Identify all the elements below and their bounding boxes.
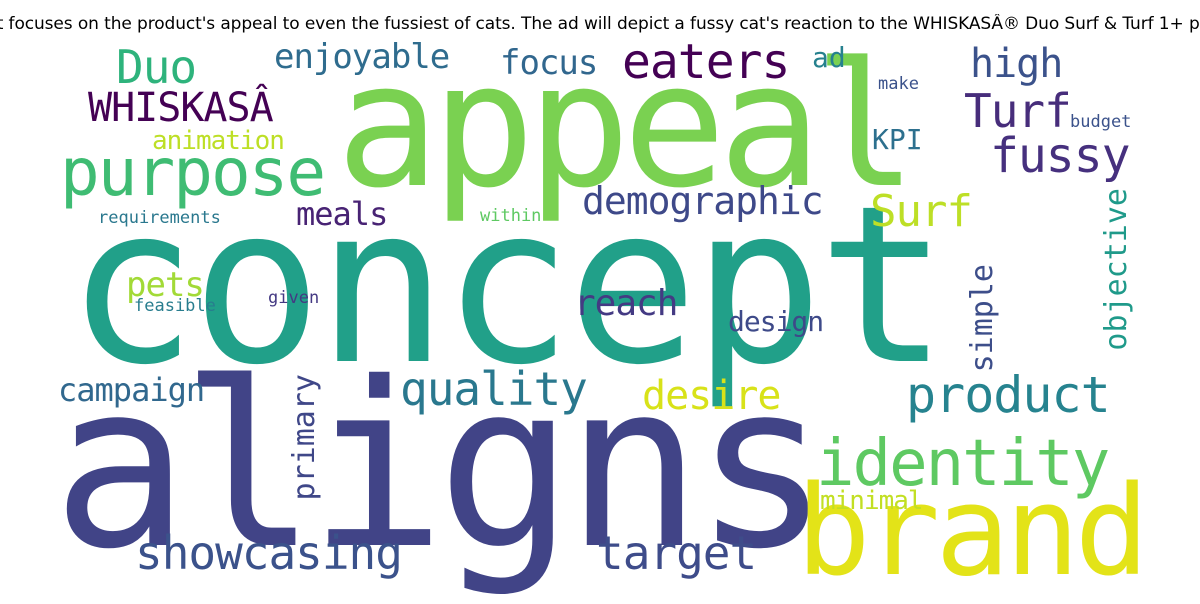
word-animation: animation bbox=[152, 126, 285, 156]
word-eaters: eaters bbox=[622, 34, 790, 90]
word-minimal: minimal bbox=[820, 486, 924, 516]
word-requirements: requirements bbox=[98, 208, 221, 228]
word-primary: primary bbox=[287, 374, 322, 501]
word-concept: concept bbox=[66, 160, 949, 413]
word-desire: desire bbox=[642, 373, 781, 419]
word-turf: Turf bbox=[964, 84, 1072, 138]
word-product: product bbox=[906, 366, 1111, 424]
word-simple: simple bbox=[965, 264, 1000, 373]
word-meals: meals bbox=[296, 195, 388, 233]
word-brand: brand bbox=[796, 460, 1149, 604]
word-appeal: appeal bbox=[336, 25, 917, 226]
word-pets: pets bbox=[126, 265, 205, 305]
word-aligns: aligns bbox=[52, 333, 831, 599]
word-fussy: fussy bbox=[990, 128, 1130, 184]
word-purpose: purpose bbox=[60, 134, 326, 211]
word-demographic: demographic bbox=[582, 179, 824, 223]
figure-title: pt focuses on the product's appeal to ev… bbox=[0, 14, 1200, 34]
word-enjoyable: enjoyable bbox=[274, 37, 450, 77]
word-feasible: feasible bbox=[134, 296, 216, 316]
word-objective: objective bbox=[1099, 188, 1134, 351]
word-kpi: KPI bbox=[872, 123, 923, 156]
word-duo: Duo bbox=[116, 40, 197, 94]
word-high: high bbox=[970, 41, 1063, 87]
word-budget: budget bbox=[1070, 112, 1132, 132]
word-target: target bbox=[596, 526, 757, 580]
word-quality: quality bbox=[400, 362, 588, 416]
word-within: within bbox=[480, 206, 542, 226]
word-campaign: campaign bbox=[58, 371, 205, 409]
word-focus: focus bbox=[500, 43, 598, 83]
word-identity: identity bbox=[816, 427, 1110, 501]
word-reach: reach bbox=[574, 283, 678, 324]
word-make: make bbox=[878, 74, 919, 94]
word-given: given bbox=[268, 288, 320, 308]
word-whiskas: WHISKASÂ bbox=[88, 85, 274, 131]
word-ad: ad bbox=[812, 41, 846, 74]
word-showcasing: showcasing bbox=[135, 526, 403, 580]
word-surf: Surf bbox=[870, 186, 973, 237]
word-design: design bbox=[728, 305, 824, 338]
